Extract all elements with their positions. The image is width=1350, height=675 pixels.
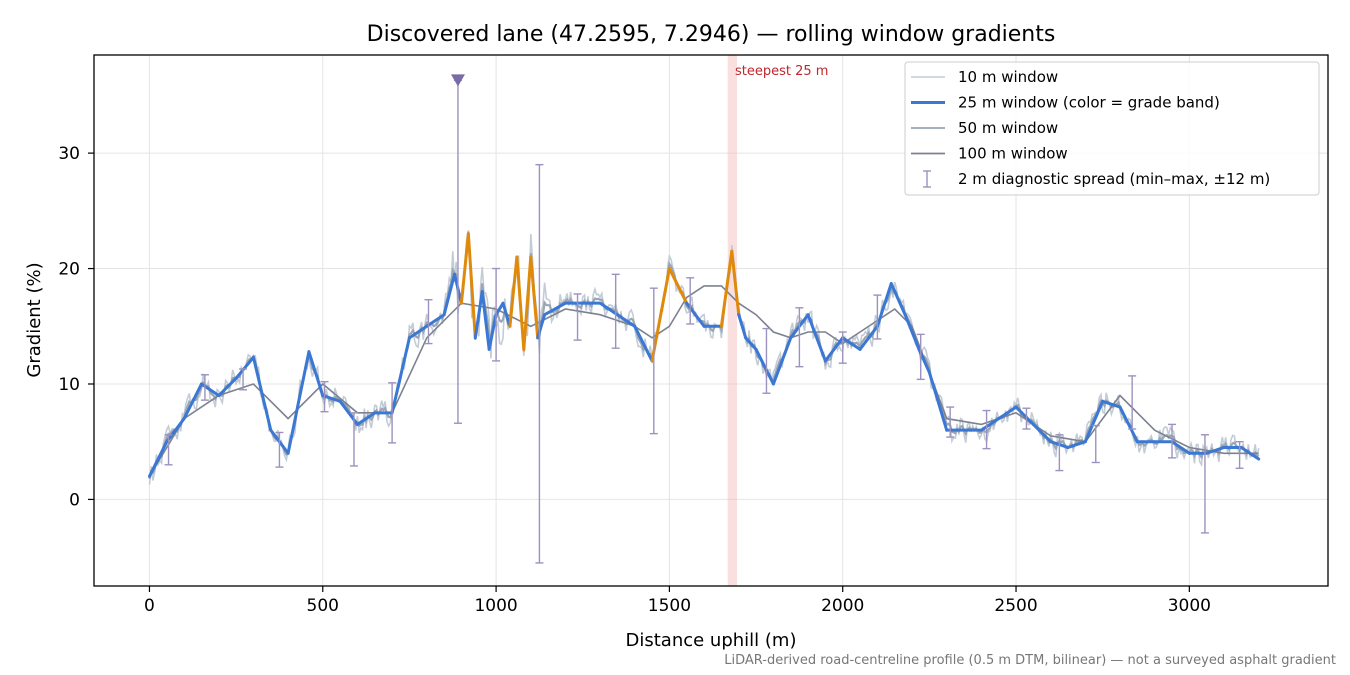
series-25m-segment — [685, 301, 706, 328]
series-25m-segment — [480, 290, 491, 351]
legend-label: 10 m window — [958, 68, 1058, 86]
series-25m-segment — [515, 255, 526, 351]
series-25m-segment — [307, 350, 325, 398]
series-25m-segment — [425, 313, 446, 328]
series-25m-segment — [1170, 440, 1191, 455]
steepest-band-rect — [727, 55, 737, 586]
legend-label: 25 m window (color = grade band) — [958, 94, 1220, 112]
y-axis-ticks: 0 10 20 30 — [58, 144, 94, 510]
x-tick-label: 2500 — [994, 596, 1037, 616]
series-25m-segment — [875, 282, 893, 328]
series-25m-segment — [719, 249, 734, 328]
series-25m-segment — [355, 411, 377, 426]
series-25m-segment — [466, 232, 477, 340]
y-axis-label: Gradient (%) — [24, 262, 45, 377]
legend-frame — [904, 61, 1320, 196]
max-marker-icon — [450, 74, 465, 87]
series-25m-segment — [286, 350, 311, 455]
series-25m-segment — [1014, 405, 1035, 426]
series-25m-segment — [771, 336, 793, 386]
data-series — [147, 230, 1261, 485]
plot-frame — [93, 54, 1329, 587]
chart-title: Discovered lane (47.2595, 7.2946) — roll… — [367, 22, 1056, 47]
series-25m-segment — [473, 290, 484, 340]
series-25m-segment — [1066, 440, 1087, 449]
y-tick-label: 0 — [69, 490, 80, 510]
series-25m-segment — [442, 272, 456, 317]
series-25m-segment — [1031, 422, 1053, 444]
series-25m-segment — [841, 336, 862, 351]
y-tick-label: 30 — [58, 144, 80, 164]
x-tick-label: 0 — [144, 596, 155, 616]
series-25m-segment — [650, 267, 671, 363]
series-25m-segment — [487, 313, 498, 351]
series-25m-segment — [744, 336, 758, 351]
x-tick-label: 2000 — [821, 596, 864, 616]
series-25m-segment — [858, 324, 879, 351]
series-25m-segment — [1239, 445, 1261, 461]
series-25m-segment — [1101, 399, 1122, 409]
series-25m-segment — [147, 440, 169, 478]
steepest-band — [727, 55, 737, 586]
series-25m-segment — [598, 301, 619, 317]
footnote: LiDAR-derived road-centreline profile (0… — [724, 653, 1336, 668]
x-tick-label: 1000 — [474, 596, 517, 616]
series-25m-segment — [217, 376, 238, 398]
series-25m-segment — [889, 282, 907, 317]
legend-label: 100 m window — [958, 145, 1068, 163]
x-tick-label: 3000 — [1168, 596, 1211, 616]
series-25m-segment — [459, 232, 470, 305]
legend-label: 50 m window — [958, 119, 1058, 137]
series-25m-segment — [754, 347, 775, 386]
series-25m-segment — [407, 324, 429, 340]
series-25m-segment — [806, 313, 827, 363]
series-25m-segment — [979, 417, 1001, 432]
series-25m-segment — [390, 336, 411, 415]
series-25m-segment — [508, 255, 519, 328]
x-axis-label: Distance uphill (m) — [626, 630, 797, 651]
x-tick-label: 500 — [307, 596, 339, 616]
series-25m-segment — [543, 301, 567, 317]
series-25m-segment — [522, 255, 533, 351]
series-25m-segment — [182, 382, 203, 421]
series-25m-segment — [903, 313, 921, 351]
series-25m-segment — [730, 249, 741, 317]
series-25m-segment — [1083, 399, 1105, 444]
series-25m-segment — [321, 394, 342, 403]
y-tick-label: 20 — [58, 260, 80, 280]
x-axis-ticks: 0 500 1000 1500 2000 2500 3000 — [144, 586, 1211, 616]
series-25m-segment — [737, 313, 748, 340]
series-25m-segment — [667, 267, 689, 305]
series-25m-segment — [501, 301, 512, 328]
series-25m-segment — [633, 324, 654, 363]
series-25m-segment — [165, 417, 186, 444]
x-tick-label: 1500 — [648, 596, 691, 616]
series-25m-segment — [529, 255, 540, 340]
series-25m-segment — [615, 313, 637, 328]
legend: 10 m window 25 m window (color = grade ba… — [904, 61, 1320, 196]
steepest-label: steepest 25 m — [735, 64, 828, 79]
y-tick-label: 10 — [58, 375, 80, 395]
series-25m-segment — [1205, 445, 1226, 455]
series-25m-segment — [251, 355, 273, 432]
series-25m-segment — [823, 336, 845, 363]
spread-bars — [164, 74, 1244, 564]
legend-label: 2 m diagnostic spread (min–max, ±12 m) — [958, 170, 1270, 188]
series-25m-segment — [927, 370, 949, 432]
series-25m-segment — [997, 405, 1018, 421]
series-25m-segment — [1118, 405, 1139, 444]
series-25m-segment — [494, 301, 505, 317]
series-25m-segment — [234, 355, 255, 380]
